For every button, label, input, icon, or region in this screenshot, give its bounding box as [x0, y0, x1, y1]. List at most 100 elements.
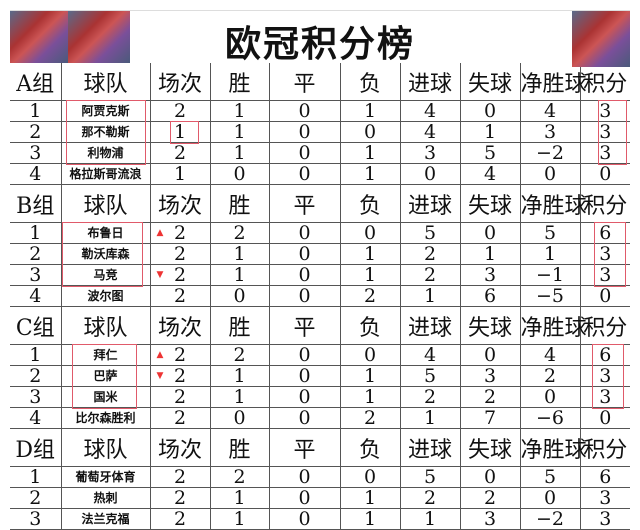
cell-won: 0 — [209, 407, 269, 429]
table-row: 1 拜仁 2 ▲ 2 0 0 4 0 4 6 — [10, 344, 630, 366]
cell-value: 1 — [423, 407, 437, 429]
cell-value: 0 — [298, 365, 311, 387]
cell-value: 0 — [543, 386, 557, 408]
cell-value: 0 — [233, 285, 246, 307]
cell-drawn: 0 — [268, 142, 340, 164]
cell-value: 3 — [29, 142, 42, 164]
cell-value: 2 — [173, 508, 187, 530]
cell-value: 2 — [363, 285, 377, 307]
cell-value: 2 — [543, 365, 557, 387]
cell-lost: 0 — [339, 344, 400, 366]
cell-goal-diff: 5 — [519, 222, 580, 244]
table-row: 4 格拉斯哥流浪 1 0 0 1 0 4 0 0 — [10, 163, 630, 185]
column-header-played: 场次 — [149, 184, 210, 223]
cell-points: 3 — [579, 100, 630, 122]
cell-value: 2 — [173, 100, 187, 122]
cell-goals-against: 7 — [459, 407, 520, 429]
cell-value: 1 — [423, 508, 437, 530]
cell-goals-for: 4 — [399, 344, 460, 366]
cell-value: 0 — [483, 344, 497, 366]
cell-won: 2 — [209, 466, 269, 488]
cell-points: 3 — [579, 142, 630, 164]
cell-value: 波尔图 — [87, 289, 124, 303]
cell-value: 1 — [363, 163, 377, 185]
cell-value: 3 — [599, 121, 612, 143]
cell-goals-against: 2 — [459, 386, 520, 408]
cell-drawn: 0 — [268, 222, 340, 244]
cell-value: 2 — [233, 222, 246, 244]
cell-value: 3 — [599, 243, 612, 265]
cell-goal-diff: −5 — [519, 285, 580, 307]
cell-value: 1 — [363, 386, 377, 408]
cell-played: 2 — [149, 407, 210, 429]
cell-won: 2 — [209, 344, 269, 366]
cell-rank: 3 — [10, 508, 61, 530]
cell-drawn: 0 — [268, 466, 340, 488]
cell-points: 3 — [579, 508, 630, 530]
column-header-goals-against: 失球 — [459, 306, 520, 345]
standings-table: A组 球队 场次胜平负进球 失球 净胜球 积分 1 阿贾克斯 2 1 0 1 4 0 4 3 2 那不勒斯 1 1 0 0… — [10, 63, 630, 530]
cell-value: 5 — [543, 466, 557, 488]
cell-goals-for: 5 — [399, 222, 460, 244]
cell-won: 0 — [209, 285, 269, 307]
column-header-drawn: 平 — [268, 428, 340, 467]
cell-value: 0 — [543, 487, 557, 509]
cell-goals-for: 1 — [399, 285, 460, 307]
cell-goals-for: 5 — [399, 365, 460, 387]
cell-drawn: 0 — [268, 365, 340, 387]
cell-value: 1 — [423, 285, 437, 307]
cell-goals-against: 6 — [459, 285, 520, 307]
cell-goals-against: 3 — [459, 508, 520, 530]
standings-sheet: 欧冠积分榜 A组 球队 场次胜平负进球 失球 净胜球 积分 1 阿贾克斯 2 1 0 1 4 0 4 3 2 那不… — [10, 10, 630, 530]
cell-value: 6 — [599, 222, 612, 244]
cell-value: −5 — [535, 285, 564, 307]
cell-won: 1 — [209, 142, 269, 164]
column-header-goal-diff: 净胜球 — [519, 184, 587, 223]
cell-value: 法兰克福 — [81, 512, 130, 526]
cell-goals-for: 2 — [399, 487, 460, 509]
column-header-goals-for: 进球 — [399, 63, 460, 101]
cell-value: 0 — [298, 508, 311, 530]
cell-lost: 2 — [339, 285, 400, 307]
cell-rank: 1 — [10, 222, 61, 244]
column-header-won: 胜 — [209, 63, 269, 101]
cell-value: 4 — [483, 163, 497, 185]
cell-goals-for: 1 — [399, 508, 460, 530]
cell-value: 5 — [543, 222, 557, 244]
cell-played: 2 — [149, 243, 210, 265]
cell-value: 4 — [29, 285, 42, 307]
cell-team: 那不勒斯 — [60, 121, 150, 143]
column-header-goals-for: 进球 — [399, 306, 460, 345]
column-header-goals-against: 失球 — [459, 63, 520, 101]
cell-goal-diff: −1 — [519, 264, 580, 286]
cell-value: 3 — [29, 264, 42, 286]
cell-value: 2 — [173, 243, 187, 265]
cell-lost: 0 — [339, 222, 400, 244]
cell-goal-diff: 0 — [519, 163, 580, 185]
cell-lost: 1 — [339, 386, 400, 408]
cell-played: 2 ▲ — [149, 222, 210, 244]
column-header-team: 球队 — [60, 184, 150, 223]
cell-value: 0 — [298, 243, 311, 265]
cell-value: 2 — [29, 243, 42, 265]
column-header-drawn: 平 — [268, 63, 340, 101]
cell-team: 巴萨 — [60, 365, 150, 387]
cell-won: 2 — [209, 222, 269, 244]
cell-rank: 1 — [10, 100, 61, 122]
cell-drawn: 0 — [268, 344, 340, 366]
cell-won: 1 — [209, 508, 269, 530]
cell-value: −6 — [535, 407, 564, 429]
cell-value: 葡萄牙体育 — [75, 470, 136, 484]
cell-value: 2 — [173, 264, 187, 286]
cell-value: 1 — [233, 121, 246, 143]
cell-points: 0 — [579, 163, 630, 185]
column-header-points: 积分 — [579, 184, 630, 223]
cell-drawn: 0 — [268, 285, 340, 307]
cell-lost: 1 — [339, 142, 400, 164]
cell-value: 1 — [363, 142, 377, 164]
cell-played: 1 — [149, 121, 210, 143]
cell-value: −2 — [535, 142, 564, 164]
table-row: 2 勒沃库森 2 1 0 1 2 1 1 3 — [10, 243, 630, 265]
cell-value: 5 — [423, 222, 437, 244]
cell-value: 2 — [173, 285, 187, 307]
